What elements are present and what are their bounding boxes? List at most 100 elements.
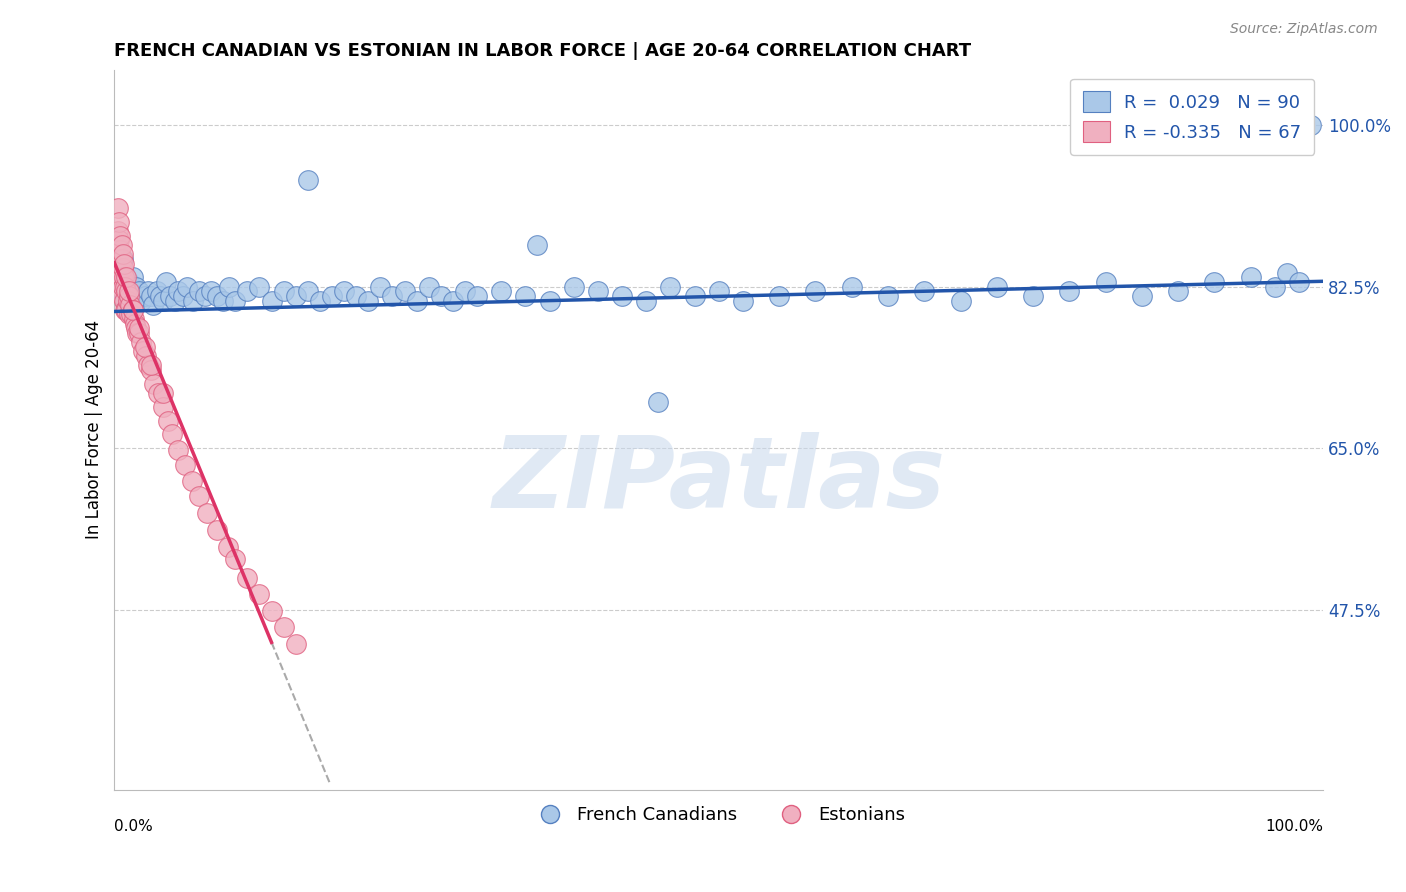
Point (159, 289, 181, 303)
Point (135, 349, 157, 363)
Point (115, 302, 138, 317)
Point (167, 285, 190, 299)
Point (152, 400, 174, 414)
Point (197, 506, 219, 520)
Point (110, 228, 132, 243)
Point (841, 279, 863, 293)
Point (188, 489, 211, 503)
Point (125, 279, 148, 293)
Point (152, 293, 174, 308)
Point (111, 285, 134, 299)
Point (149, 289, 172, 303)
Point (117, 289, 139, 303)
Point (162, 427, 184, 442)
Point (217, 540, 239, 554)
Point (659, 279, 682, 293)
Point (260, 604, 283, 618)
Point (155, 275, 177, 289)
Point (108, 266, 131, 280)
Point (224, 552, 246, 566)
Point (284, 637, 307, 651)
Point (167, 443, 190, 458)
Point (112, 270, 135, 285)
Point (949, 293, 972, 308)
Point (156, 413, 179, 427)
Point (441, 293, 464, 308)
Point (610, 289, 633, 303)
Point (1288, 275, 1310, 289)
Point (418, 884, 440, 892)
Point (107, 247, 129, 261)
Y-axis label: In Labor Force | Age 20-64: In Labor Force | Age 20-64 (86, 320, 103, 540)
Point (180, 474, 202, 488)
Point (1239, 270, 1261, 285)
Point (118, 307, 141, 321)
Point (108, 234, 131, 248)
Point (142, 298, 165, 312)
Point (1059, 285, 1081, 299)
Point (111, 238, 134, 252)
Point (114, 302, 136, 317)
Point (111, 252, 134, 266)
Point (194, 289, 217, 303)
Point (120, 307, 142, 321)
Point (236, 285, 259, 299)
Point (128, 321, 150, 335)
Point (134, 289, 156, 303)
Point (173, 458, 195, 472)
Point (370, 279, 392, 293)
Point (120, 293, 142, 308)
Point (139, 289, 162, 303)
Point (152, 385, 174, 400)
Point (120, 298, 142, 312)
Point (1094, 275, 1116, 289)
Point (489, 285, 512, 299)
Point (273, 285, 295, 299)
Point (121, 270, 143, 285)
Point (115, 270, 138, 285)
Point (249, 279, 271, 293)
Point (122, 312, 145, 326)
Point (136, 358, 159, 372)
Point (111, 270, 134, 285)
Point (129, 293, 152, 308)
Point (110, 270, 132, 285)
Point (526, 238, 548, 252)
Point (205, 289, 228, 303)
Point (111, 252, 134, 266)
Point (1299, 118, 1322, 132)
Point (124, 317, 146, 331)
Point (647, 395, 669, 409)
Point (114, 293, 136, 308)
Point (115, 279, 138, 293)
Point (108, 215, 131, 229)
Point (381, 289, 404, 303)
Legend: French Canadians, Estonians: French Canadians, Estonians (524, 799, 912, 831)
Point (877, 289, 900, 303)
Point (163, 293, 186, 308)
Point (118, 289, 141, 303)
Point (181, 293, 204, 308)
Point (1130, 289, 1153, 303)
Point (707, 285, 730, 299)
Point (128, 326, 150, 340)
Point (912, 285, 935, 299)
Point (284, 289, 307, 303)
Point (297, 173, 319, 187)
Text: FRENCH CANADIAN VS ESTONIAN IN LABOR FORCE | AGE 20-64 CORRELATION CHART: FRENCH CANADIAN VS ESTONIAN IN LABOR FOR… (114, 42, 972, 60)
Point (273, 620, 295, 634)
Point (172, 289, 194, 303)
Point (218, 279, 240, 293)
Point (344, 289, 367, 303)
Point (176, 279, 198, 293)
Point (260, 293, 283, 308)
Text: ZIPatlas: ZIPatlas (492, 432, 945, 529)
Point (731, 293, 754, 308)
Point (107, 201, 129, 215)
Point (146, 385, 169, 400)
Point (129, 334, 152, 349)
Point (636, 293, 658, 308)
Point (118, 275, 141, 289)
Point (249, 587, 271, 601)
Point (127, 326, 149, 340)
